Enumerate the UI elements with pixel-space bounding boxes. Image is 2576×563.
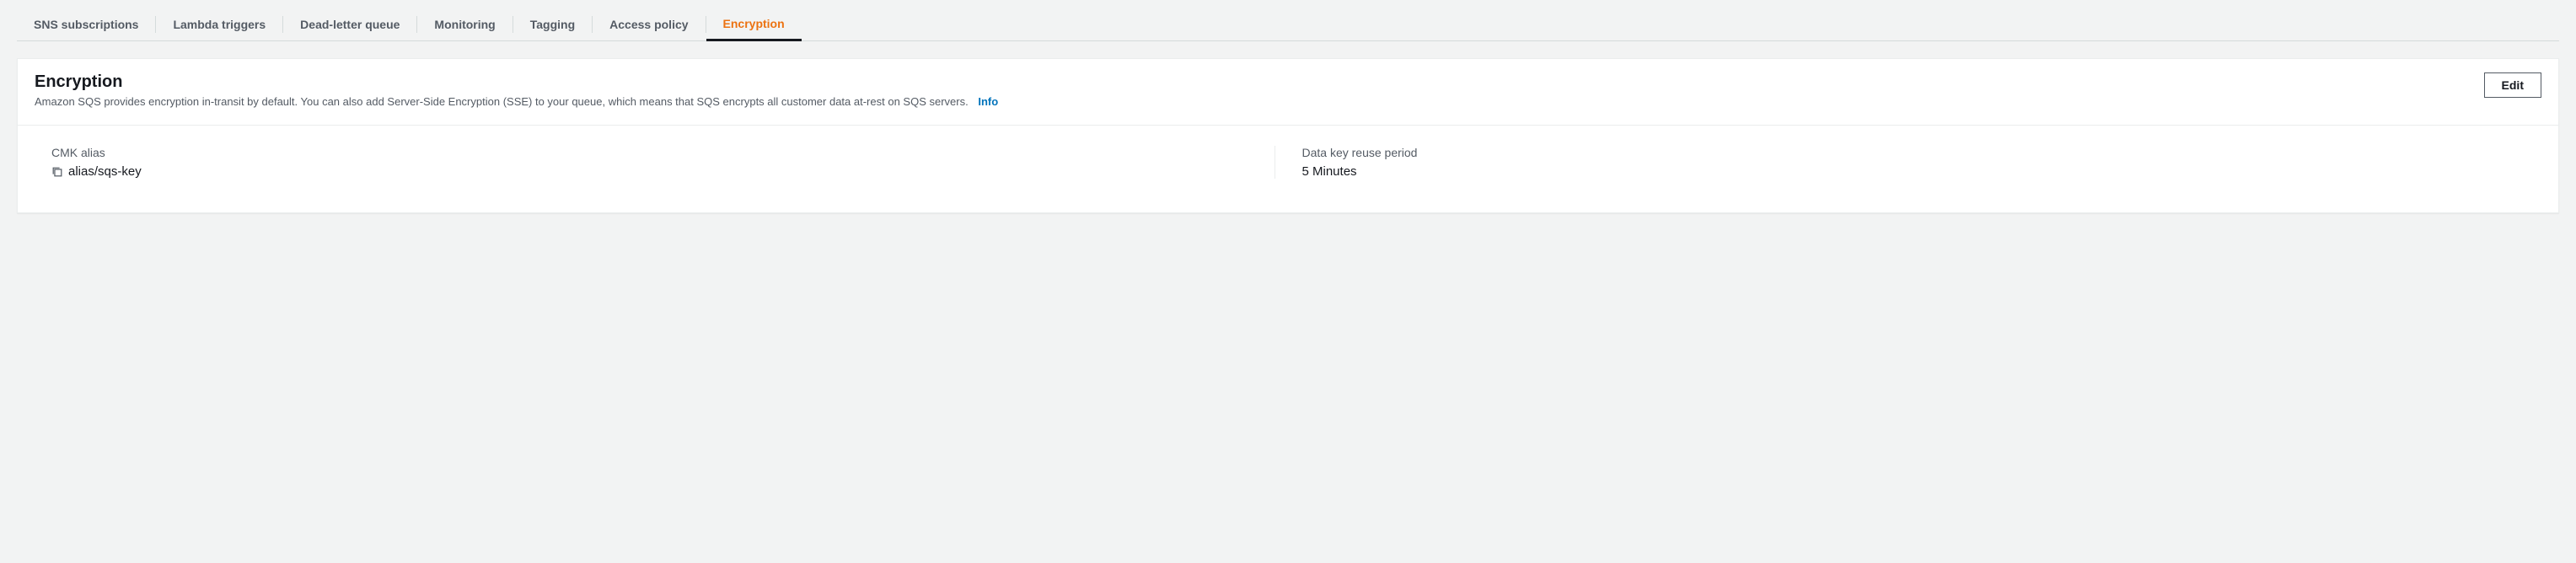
panel-header: Encryption Amazon SQS provides encryptio… [18, 59, 2558, 126]
cmk-alias-value-row: alias/sqs-key [51, 164, 1275, 179]
reuse-period-column: Data key reuse period 5 Minutes [1275, 146, 2525, 179]
tab-sns-subscriptions[interactable]: SNS subscriptions [17, 9, 155, 40]
tab-monitoring[interactable]: Monitoring [417, 9, 512, 40]
cmk-alias-column: CMK alias alias/sqs-key [51, 146, 1275, 179]
tabs-bar: SNS subscriptions Lambda triggers Dead-l… [17, 8, 2559, 41]
tab-encryption[interactable]: Encryption [706, 8, 802, 41]
panel-description: Amazon SQS provides encryption in-transi… [35, 95, 998, 108]
cmk-alias-value: alias/sqs-key [68, 164, 142, 179]
encryption-panel: Encryption Amazon SQS provides encryptio… [17, 58, 2559, 213]
reuse-period-label: Data key reuse period [1302, 146, 2525, 159]
tab-lambda-triggers[interactable]: Lambda triggers [156, 9, 282, 40]
copy-icon[interactable] [51, 166, 63, 178]
edit-button[interactable]: Edit [2484, 72, 2541, 98]
tab-tagging[interactable]: Tagging [513, 9, 592, 40]
panel-title: Encryption [35, 72, 998, 92]
panel-body: CMK alias alias/sqs-key Data key reuse p… [18, 126, 2558, 212]
panel-header-text: Encryption Amazon SQS provides encryptio… [35, 72, 998, 108]
tab-dead-letter-queue[interactable]: Dead-letter queue [283, 9, 416, 40]
panel-description-text: Amazon SQS provides encryption in-transi… [35, 95, 969, 108]
cmk-alias-label: CMK alias [51, 146, 1275, 159]
tab-access-policy[interactable]: Access policy [593, 9, 705, 40]
reuse-period-value: 5 Minutes [1302, 164, 2525, 179]
info-link[interactable]: Info [978, 95, 998, 108]
